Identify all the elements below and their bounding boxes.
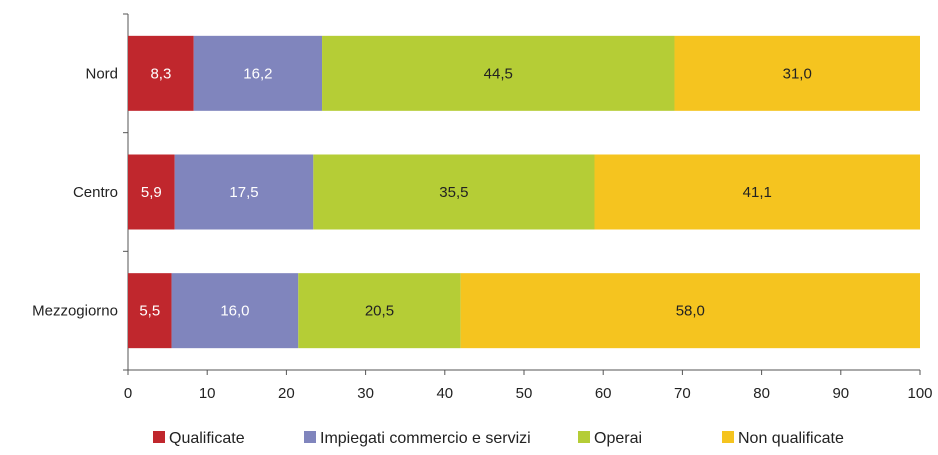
bar-data-label: 35,5 [439,184,468,201]
x-tick-label: 60 [595,385,612,402]
category-label: Mezzogiorno [32,303,118,320]
bar-data-label: 20,5 [365,303,394,320]
x-tick-label: 40 [436,385,453,402]
legend-swatch [304,431,316,443]
bar-data-label: 31,0 [783,65,812,82]
x-tick-label: 20 [278,385,295,402]
bar-data-label: 8,3 [150,65,171,82]
bar-segment [298,273,461,349]
bar-segment [128,35,194,111]
x-tick-label: 100 [907,385,932,402]
x-tick-label: 0 [124,385,132,402]
x-tick-label: 10 [199,385,216,402]
legend-swatch [722,431,734,443]
legend-label: Impiegati commercio e servizi [320,430,531,447]
bar-segment [313,154,595,230]
bar-segment [193,35,323,111]
bar-data-label: 16,2 [243,65,272,82]
x-tick-label: 70 [674,385,691,402]
legend-label: Qualificate [169,430,245,447]
bar-segment [128,273,172,349]
x-tick-label: 30 [357,385,374,402]
bar-segment [128,154,175,230]
bar-data-label: 5,9 [141,184,162,201]
legend-swatch [578,431,590,443]
bar-data-label: 58,0 [676,303,705,320]
legend-swatch [153,431,165,443]
legend-label: Operai [594,430,642,447]
bar-segment [674,35,920,111]
x-tick-label: 80 [753,385,770,402]
bar-data-label: 17,5 [229,184,258,201]
bar-segment [594,154,920,230]
bar-segment [171,273,299,349]
chart-axes: 0 10 20 30 40 50 60 70 80 90 100 Nord Centro Mezzogio… [32,13,933,402]
bar-segment [322,35,675,111]
bar-data-label: 44,5 [484,65,513,82]
bar-data-label: 16,0 [220,303,249,320]
chart-legend: Qualificate Impiegati commercio e servizi… [153,430,844,447]
chart-bars: 8,3 16,2 44,5 31,0 5,9 17,5 35,5 41,1 5,5 16,0 20,… [128,35,920,349]
x-tick-label: 90 [832,385,849,402]
bar-segment [460,273,920,349]
bar-segment [174,154,314,230]
category-label: Centro [73,184,118,201]
category-label: Nord [85,65,118,82]
bar-data-label: 41,1 [743,184,772,201]
bar-data-label: 5,5 [139,303,160,320]
legend-label: Non qualificate [738,430,844,447]
x-tick-label: 50 [516,385,533,402]
